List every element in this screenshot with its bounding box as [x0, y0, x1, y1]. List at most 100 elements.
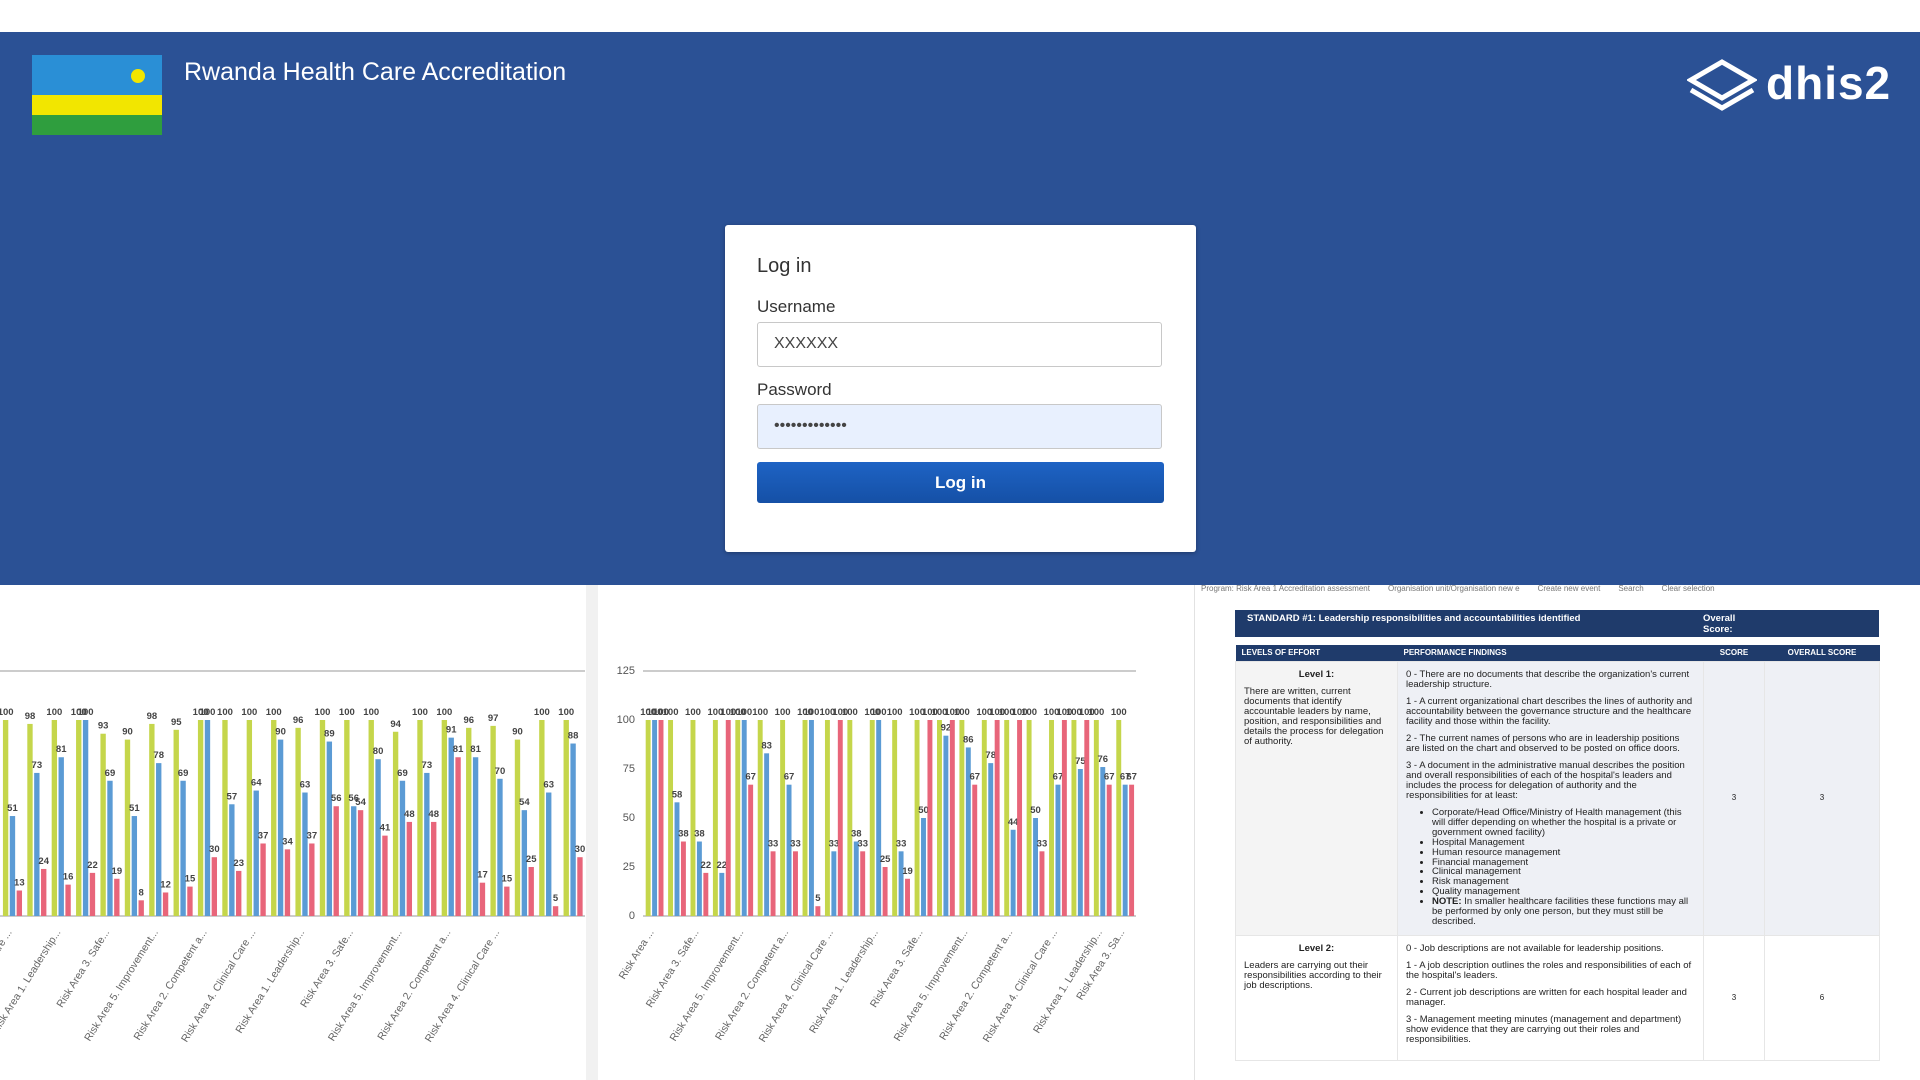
bar: [392, 731, 399, 916]
value-label: 100: [1111, 707, 1127, 718]
value-label: 67: [969, 772, 980, 783]
value-label: 100: [887, 707, 903, 718]
value-label: 90: [122, 727, 133, 738]
bar: [16, 890, 23, 916]
value-label: 100: [1079, 707, 1095, 718]
bar: [333, 806, 339, 916]
bar: [546, 792, 552, 916]
value-label: 63: [543, 780, 554, 791]
bar: [382, 835, 388, 916]
level-description: Leaders are carrying out their responsib…: [1244, 960, 1382, 992]
bar: [860, 851, 866, 916]
login-button[interactable]: Log in: [757, 462, 1164, 503]
value-label: 100: [200, 707, 216, 718]
bar: [748, 784, 754, 916]
responsibility: Corporate/Head Office/Ministry of Health…: [1432, 807, 1695, 838]
value-label: 100: [0, 707, 14, 718]
bar: [780, 720, 786, 916]
bar: [187, 886, 193, 916]
value-label: 100: [558, 707, 574, 718]
password-input[interactable]: •••••••••••••: [757, 404, 1162, 449]
standard-table: LEVELS OF EFFORT PERFORMANCE FINDINGS SC…: [1235, 645, 1880, 1062]
bar: [1071, 720, 1077, 916]
username-input[interactable]: XXXXXX: [757, 322, 1162, 367]
value-label: 22: [717, 860, 728, 871]
value-label: 100: [241, 707, 257, 718]
app-title: Rwanda Health Care Accreditation: [184, 58, 567, 86]
value-label: 96: [463, 715, 474, 726]
value-label: 33: [857, 838, 868, 849]
bar: [764, 753, 770, 916]
value-label: 100: [804, 707, 820, 718]
org-unit-selector[interactable]: Organisation unit/Organisation new e: [1387, 585, 1520, 593]
bar: [645, 720, 651, 916]
bar: [326, 741, 333, 916]
bar: [260, 843, 266, 916]
y-tick-label: 0: [629, 910, 635, 922]
search-button[interactable]: Search: [1618, 585, 1644, 593]
x-tick-label: Risk Area 4. Clinical Care ...: [981, 927, 1060, 1044]
bar: [853, 841, 859, 916]
bar: [1100, 767, 1106, 916]
value-label: 38: [851, 829, 862, 840]
bar: [972, 784, 978, 916]
value-label: 69: [178, 768, 189, 779]
bar: [882, 867, 888, 916]
value-label: 100: [193, 707, 209, 718]
bar: [898, 851, 904, 916]
bar: [847, 720, 853, 916]
bar: [497, 778, 503, 916]
bar: [815, 906, 821, 916]
overall-score-label: Overall Score:: [1703, 613, 1736, 635]
bar: [222, 720, 228, 916]
value-label: 30: [575, 844, 586, 855]
bar: [351, 806, 357, 916]
value-label: 5: [815, 893, 821, 904]
bar: [1093, 720, 1099, 916]
bar: [563, 720, 569, 916]
bar: [344, 720, 350, 916]
program-selector[interactable]: Program: Risk Area 1 Accreditation asses…: [1201, 585, 1370, 593]
bar: [490, 725, 496, 916]
value-label: 100: [954, 707, 970, 718]
assessment-document: Program: Risk Area 1 Accreditation asses…: [1194, 585, 1920, 1080]
bar: [994, 720, 1000, 916]
value-label: 15: [502, 874, 513, 885]
value-label: 100: [1012, 707, 1028, 718]
value-label: 98: [25, 711, 36, 722]
value-label: 100: [315, 707, 331, 718]
value-label: 33: [1037, 838, 1048, 849]
bar: [1061, 720, 1067, 916]
value-label: 67: [784, 772, 795, 783]
value-label: 95: [171, 717, 182, 728]
bar: [786, 784, 792, 916]
value-label: 56: [331, 793, 342, 804]
bar: [741, 720, 747, 916]
value-label: 58: [672, 789, 683, 800]
overall-score: 6: [1764, 935, 1880, 1062]
finding: 3 - Management meeting minutes (manageme…: [1406, 1014, 1682, 1046]
bar: [921, 818, 926, 916]
bar: [236, 870, 242, 916]
bar: [690, 720, 696, 916]
clear-selection-button[interactable]: Clear selection: [1661, 585, 1715, 593]
value-label: 67: [1120, 772, 1131, 783]
value-label: 81: [470, 744, 481, 755]
value-label: 48: [428, 809, 439, 820]
bar: [770, 851, 776, 916]
bar: [674, 802, 680, 916]
value-label: 78: [985, 750, 996, 761]
value-label: 100: [976, 707, 992, 718]
value-label: 100: [864, 707, 880, 718]
finding: 0 - Job descriptions are not available f…: [1406, 943, 1664, 955]
value-label: 100: [1021, 707, 1037, 718]
bar: [1004, 720, 1010, 916]
bar: [448, 737, 454, 916]
value-label: 51: [129, 803, 140, 814]
value-label: 73: [422, 760, 433, 771]
value-label: 67: [1053, 772, 1064, 783]
bar: [441, 720, 448, 916]
create-event-button[interactable]: Create new event: [1537, 585, 1601, 593]
value-label: 25: [526, 854, 537, 865]
overall-score: 3: [1764, 660, 1880, 937]
